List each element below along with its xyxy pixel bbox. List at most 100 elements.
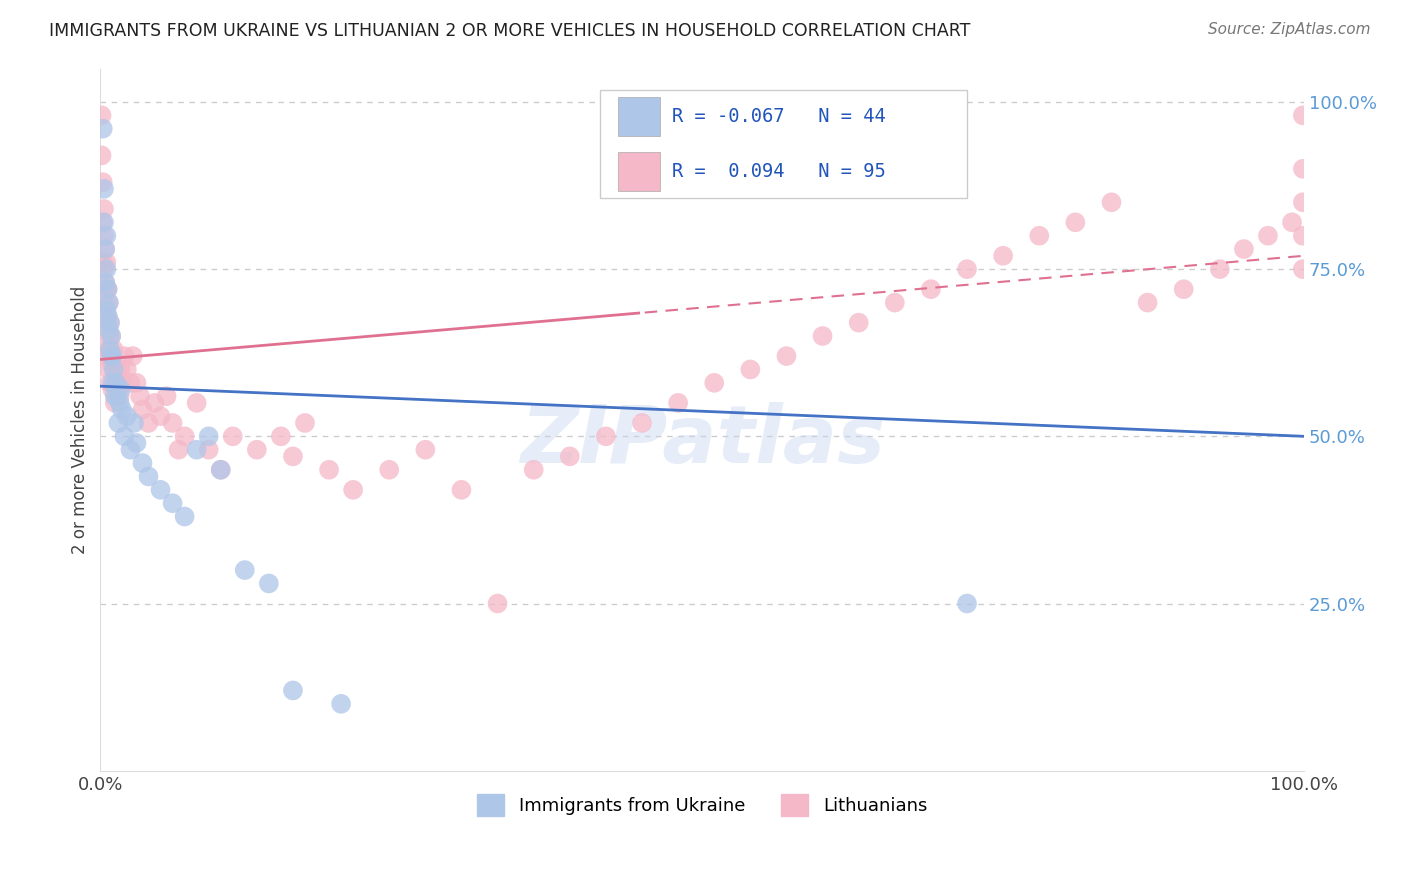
Point <box>233 563 256 577</box>
Point <box>138 469 160 483</box>
Point <box>125 376 148 390</box>
Point <box>96 302 118 317</box>
Point <box>112 349 135 363</box>
Point <box>98 343 121 357</box>
Point <box>486 597 509 611</box>
Point <box>1292 195 1315 210</box>
Point <box>342 483 364 497</box>
Point <box>94 276 117 290</box>
Point <box>97 343 120 357</box>
Point <box>775 349 797 363</box>
Point <box>105 376 128 390</box>
Point <box>155 389 177 403</box>
Point <box>97 282 120 296</box>
Point <box>1257 228 1279 243</box>
Point <box>97 282 120 296</box>
Point <box>96 255 118 269</box>
Point <box>90 148 112 162</box>
Point <box>100 329 122 343</box>
Point <box>103 376 125 390</box>
Point <box>93 202 115 216</box>
Point <box>1292 108 1315 122</box>
Point <box>110 383 132 397</box>
Point <box>131 402 153 417</box>
Point <box>97 309 120 323</box>
Point <box>101 349 124 363</box>
Point <box>162 416 184 430</box>
Point <box>131 456 153 470</box>
Point <box>104 396 127 410</box>
Point <box>1101 195 1123 210</box>
Point <box>186 442 208 457</box>
Point <box>97 309 120 323</box>
Point <box>91 121 114 136</box>
Point <box>1292 161 1315 176</box>
Point <box>94 276 117 290</box>
Y-axis label: 2 or more Vehicles in Household: 2 or more Vehicles in Household <box>72 285 89 554</box>
Point <box>96 262 118 277</box>
Point <box>94 309 117 323</box>
Point <box>100 356 122 370</box>
Point <box>100 329 122 343</box>
Point <box>631 416 654 430</box>
Point <box>111 376 134 390</box>
Point <box>595 429 617 443</box>
Point <box>257 576 280 591</box>
Point <box>100 349 122 363</box>
Point <box>115 409 138 424</box>
Point <box>138 416 160 430</box>
Point <box>1292 228 1315 243</box>
Point <box>848 316 870 330</box>
Point <box>107 376 129 390</box>
Point <box>209 463 232 477</box>
Point <box>523 463 546 477</box>
Point <box>105 362 128 376</box>
Point <box>93 228 115 243</box>
Point <box>96 228 118 243</box>
Text: Source: ZipAtlas.com: Source: ZipAtlas.com <box>1208 22 1371 37</box>
Point <box>197 429 219 443</box>
Point <box>246 442 269 457</box>
Point <box>703 376 725 390</box>
Point <box>149 483 172 497</box>
Point <box>91 255 114 269</box>
Point <box>120 442 142 457</box>
Point <box>98 376 121 390</box>
Point <box>162 496 184 510</box>
Point <box>1209 262 1232 277</box>
Point <box>93 295 115 310</box>
Point <box>107 416 129 430</box>
Point <box>270 429 292 443</box>
Point <box>101 383 124 397</box>
Point <box>991 249 1014 263</box>
Point <box>956 262 979 277</box>
Text: R = -0.067   N = 44: R = -0.067 N = 44 <box>672 107 886 127</box>
Point <box>129 389 152 403</box>
Point <box>1028 228 1050 243</box>
Point <box>105 376 128 390</box>
Point <box>143 396 166 410</box>
Point <box>94 242 117 256</box>
Point <box>93 215 115 229</box>
Point <box>96 349 118 363</box>
Point <box>173 429 195 443</box>
Point <box>103 362 125 376</box>
Point <box>450 483 472 497</box>
Point <box>98 316 121 330</box>
Point <box>186 396 208 410</box>
FancyBboxPatch shape <box>600 89 967 198</box>
Point <box>120 376 142 390</box>
Point <box>1173 282 1195 296</box>
Point <box>149 409 172 424</box>
Point <box>101 376 124 390</box>
Point <box>318 463 340 477</box>
Point <box>558 450 581 464</box>
Point <box>97 329 120 343</box>
Point <box>93 182 115 196</box>
Point <box>112 429 135 443</box>
FancyBboxPatch shape <box>619 97 659 136</box>
Point <box>378 463 401 477</box>
Point <box>96 316 118 330</box>
Point <box>281 683 304 698</box>
Point <box>125 436 148 450</box>
